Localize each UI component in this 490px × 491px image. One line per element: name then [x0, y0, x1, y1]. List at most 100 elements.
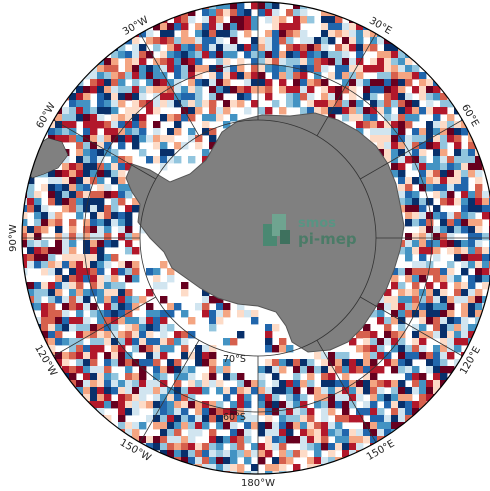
anomaly-cell — [167, 401, 175, 409]
anomaly-cell — [468, 233, 476, 241]
anomaly-cell — [111, 170, 119, 178]
anomaly-cell — [104, 310, 112, 318]
anomaly-cell — [433, 296, 441, 304]
anomaly-cell — [286, 100, 294, 108]
anomaly-cell — [314, 44, 322, 52]
watermark-line2: pi-mep — [298, 230, 357, 248]
anomaly-cell — [377, 317, 385, 325]
anomaly-cell — [202, 44, 210, 52]
anomaly-cell — [153, 156, 161, 164]
anomaly-cell — [335, 86, 343, 94]
anomaly-cell — [398, 149, 406, 157]
anomaly-cell — [237, 443, 245, 451]
anomaly-cell — [314, 450, 322, 458]
anomaly-cell — [174, 128, 182, 136]
anomaly-cell — [195, 429, 203, 437]
anomaly-cell — [440, 331, 448, 339]
anomaly-cell — [209, 457, 217, 465]
anomaly-cell — [209, 9, 217, 17]
anomaly-cell — [230, 44, 238, 52]
anomaly-cell — [419, 352, 427, 360]
anomaly-cell — [426, 233, 434, 241]
anomaly-cell — [216, 443, 224, 451]
anomaly-cell — [160, 394, 168, 402]
anomaly-cell — [258, 422, 266, 430]
anomaly-cell — [440, 240, 448, 248]
anomaly-cell — [181, 457, 189, 465]
anomaly-cell — [433, 233, 441, 241]
anomaly-cell — [209, 373, 217, 381]
anomaly-cell — [34, 240, 42, 248]
anomaly-cell — [426, 86, 434, 94]
anomaly-cell — [272, 408, 280, 416]
anomaly-cell — [139, 401, 147, 409]
anomaly-cell — [349, 401, 357, 409]
anomaly-cell — [426, 268, 434, 276]
anomaly-cell — [356, 429, 364, 437]
anomaly-cell — [433, 163, 441, 171]
anomaly-cell — [468, 303, 476, 311]
anomaly-cell — [426, 303, 434, 311]
anomaly-cell — [202, 359, 210, 367]
anomaly-cell — [195, 142, 203, 150]
meridian-line — [139, 340, 200, 443]
anomaly-cell — [90, 289, 98, 297]
anomaly-cell — [104, 93, 112, 101]
anomaly-cell — [195, 450, 203, 458]
anomaly-cell — [181, 16, 189, 24]
watermark-line1: smos — [298, 216, 336, 231]
anomaly-cell — [69, 170, 77, 178]
anomaly-cell — [405, 93, 413, 101]
anomaly-cell — [62, 170, 70, 178]
anomaly-cell — [363, 86, 371, 94]
anomaly-cell — [405, 254, 413, 262]
anomaly-cell — [118, 422, 126, 430]
anomaly-cell — [209, 135, 217, 143]
anomaly-cell — [76, 205, 84, 213]
anomaly-cell — [412, 296, 420, 304]
anomaly-cell — [118, 226, 126, 234]
anomaly-cell — [181, 345, 189, 353]
anomaly-cell — [384, 303, 392, 311]
anomaly-cell — [48, 289, 56, 297]
anomaly-cell — [454, 156, 462, 164]
anomaly-cell — [167, 310, 175, 318]
anomaly-cell — [55, 268, 63, 276]
anomaly-cell — [433, 128, 441, 136]
anomaly-cell — [412, 163, 420, 171]
anomaly-cell — [188, 394, 196, 402]
anomaly-cell — [195, 422, 203, 430]
anomaly-cell — [76, 310, 84, 318]
anomaly-cell — [349, 429, 357, 437]
anomaly-cell — [447, 226, 455, 234]
anomaly-cell — [419, 324, 427, 332]
anomaly-cell — [300, 86, 308, 94]
anomaly-cell — [328, 429, 336, 437]
anomaly-cell — [328, 16, 336, 24]
anomaly-cell — [419, 303, 427, 311]
anomaly-cell — [48, 128, 56, 136]
anomaly-cell — [272, 9, 280, 17]
anomaly-cell — [342, 114, 350, 122]
anomaly-cell — [230, 100, 238, 108]
anomaly-cell — [216, 415, 224, 423]
anomaly-cell — [132, 303, 140, 311]
anomaly-cell — [468, 261, 476, 269]
anomaly-cell — [62, 254, 70, 262]
anomaly-cell — [342, 65, 350, 73]
anomaly-cell — [125, 422, 133, 430]
anomaly-cell — [104, 240, 112, 248]
anomaly-cell — [258, 429, 266, 437]
anomaly-cell — [342, 107, 350, 115]
anomaly-cell — [90, 219, 98, 227]
anomaly-cell — [482, 268, 490, 276]
anomaly-cell — [139, 324, 147, 332]
anomaly-cell — [167, 436, 175, 444]
anomaly-cell — [153, 72, 161, 80]
anomaly-cell — [300, 93, 308, 101]
anomaly-cell — [167, 387, 175, 395]
anomaly-cell — [461, 317, 469, 325]
anomaly-cell — [391, 114, 399, 122]
anomaly-cell — [97, 219, 105, 227]
anomaly-cell — [125, 324, 133, 332]
